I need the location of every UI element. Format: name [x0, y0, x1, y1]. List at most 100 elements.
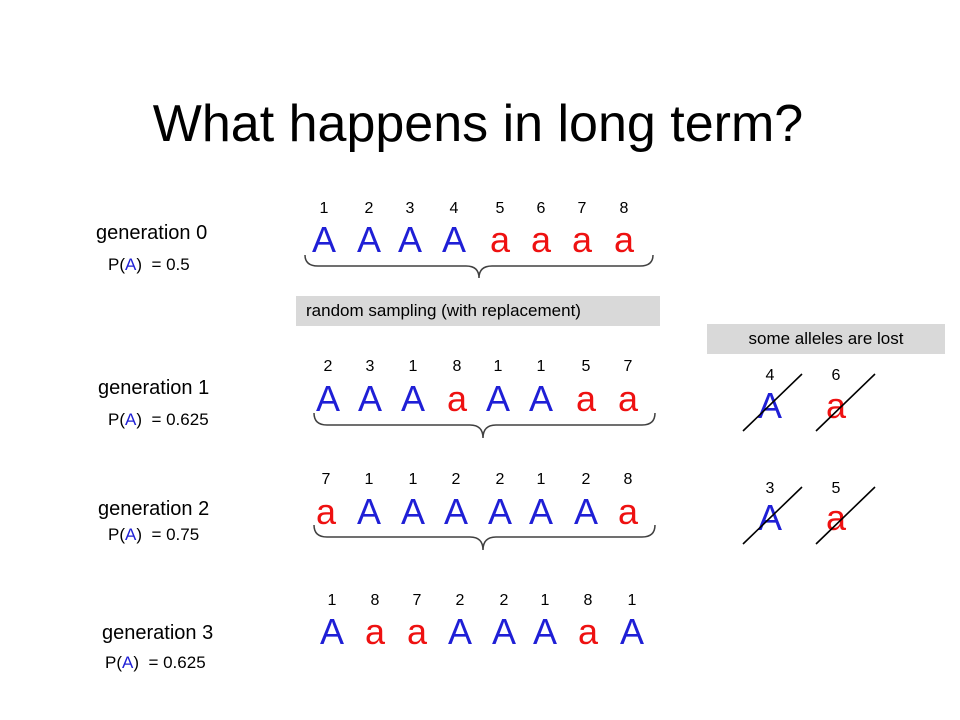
allele: a [575, 378, 597, 419]
generation-label: generation 0 [96, 222, 208, 244]
sample-index: 1 [319, 200, 329, 217]
probability-allele: A [122, 653, 134, 672]
allele: A [528, 491, 553, 532]
sampling-note: random sampling (with replacement) [296, 296, 660, 326]
sample-index: 2 [451, 471, 461, 488]
allele: a [489, 219, 511, 260]
sample-index: 3 [365, 358, 375, 375]
allele: A [397, 219, 422, 260]
sample-index: 2 [323, 358, 333, 375]
allele: A [491, 611, 516, 652]
allele: A [400, 491, 425, 532]
allele: A [573, 491, 598, 532]
sample-index: 2 [581, 471, 591, 488]
generation-label: generation 3 [102, 622, 214, 644]
brace-generation-2 [313, 524, 656, 551]
sample-index: 2 [455, 592, 465, 609]
probability-allele: A [125, 255, 137, 274]
sample-index: 1 [364, 471, 374, 488]
allele: A [443, 491, 468, 532]
probability-label: P(A) = 0.625 [105, 652, 206, 674]
lost-index: 4 [765, 367, 775, 384]
sample-index: 6 [536, 200, 546, 217]
allele: a [617, 378, 639, 419]
probability-prefix: P( [105, 653, 122, 672]
probability-allele: A [125, 410, 137, 429]
allele: A [619, 611, 644, 652]
probability-suffix: ) = 0.625 [133, 653, 206, 672]
slide-title: What happens in long term? [152, 95, 804, 153]
strike-line [815, 373, 876, 432]
probability-label: P(A) = 0.75 [108, 524, 199, 546]
allele: a [613, 219, 635, 260]
sample-index: 8 [619, 200, 629, 217]
sample-index: 1 [327, 592, 337, 609]
allele: A [487, 491, 512, 532]
probability-label: P(A) = 0.625 [108, 409, 209, 431]
allele: A [311, 219, 336, 260]
lost-index: 3 [765, 480, 775, 497]
generation-label: generation 2 [98, 498, 210, 520]
lost-allele: a [825, 497, 847, 538]
lost-index: 5 [831, 480, 841, 497]
allele: a [406, 611, 428, 652]
sample-index: 3 [405, 200, 415, 217]
sample-index: 5 [495, 200, 505, 217]
sample-index: 7 [321, 471, 331, 488]
probability-suffix: ) = 0.75 [136, 525, 200, 544]
allele: A [532, 611, 557, 652]
allele: A [485, 378, 510, 419]
sample-index: 7 [412, 592, 422, 609]
probability-allele: A [125, 525, 137, 544]
brace-generation-0 [304, 254, 654, 279]
allele: a [315, 491, 337, 532]
probability-prefix: P( [108, 410, 125, 429]
probability-prefix: P( [108, 255, 125, 274]
probability-prefix: P( [108, 525, 125, 544]
allele: A [400, 378, 425, 419]
sample-index: 8 [370, 592, 380, 609]
allele: A [528, 378, 553, 419]
sample-index: 1 [540, 592, 550, 609]
sample-index: 8 [583, 592, 593, 609]
sample-index: 2 [495, 471, 505, 488]
sample-index: 2 [499, 592, 509, 609]
allele: A [356, 491, 381, 532]
sample-index: 7 [623, 358, 633, 375]
allele: a [571, 219, 593, 260]
sample-index: 7 [577, 200, 587, 217]
lost-index: 6 [831, 367, 841, 384]
allele: a [530, 219, 552, 260]
sample-index: 2 [364, 200, 374, 217]
sample-index: 1 [493, 358, 503, 375]
allele: A [356, 219, 381, 260]
probability-suffix: ) = 0.625 [136, 410, 209, 429]
allele: A [441, 219, 466, 260]
brace-generation-1 [313, 412, 656, 439]
sample-index: 8 [452, 358, 462, 375]
probability-suffix: ) = 0.5 [136, 255, 190, 274]
sample-index: 8 [623, 471, 633, 488]
allele: a [577, 611, 599, 652]
sample-index: 4 [449, 200, 459, 217]
strike-line [742, 486, 803, 545]
sample-index: 1 [408, 471, 418, 488]
strike-line [742, 373, 803, 432]
sample-index: 1 [536, 471, 546, 488]
sample-index: 1 [408, 358, 418, 375]
allele: a [446, 378, 468, 419]
allele: A [319, 611, 344, 652]
allele: A [447, 611, 472, 652]
allele: A [357, 378, 382, 419]
sample-index: 1 [536, 358, 546, 375]
probability-label: P(A) = 0.5 [108, 254, 190, 276]
allele: A [315, 378, 340, 419]
generation-label: generation 1 [98, 377, 210, 399]
sample-index: 5 [581, 358, 591, 375]
sample-index: 1 [627, 592, 637, 609]
allele: a [617, 491, 639, 532]
strike-line [815, 486, 876, 545]
allele: a [364, 611, 386, 652]
lost-note: some alleles are lost [707, 324, 945, 354]
